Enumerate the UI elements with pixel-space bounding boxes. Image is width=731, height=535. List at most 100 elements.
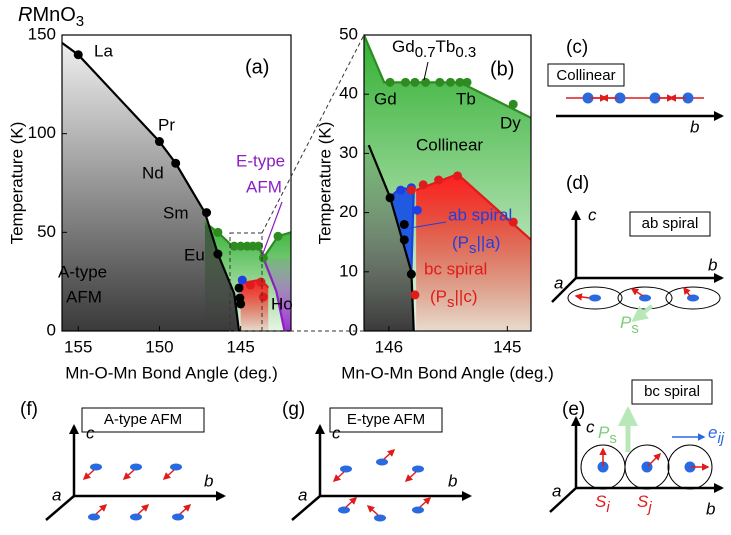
annotation: ab spiral — [448, 205, 512, 224]
spin — [130, 463, 142, 471]
data-point — [445, 77, 455, 87]
spin — [687, 294, 699, 302]
data-point — [213, 227, 223, 237]
orbit — [667, 444, 713, 490]
spin-label: Sj — [637, 492, 652, 515]
chart: 0 50 100 150 155 150 145 Mn-O-Mn Bond Angle (de… — [7, 24, 292, 382]
spin-arrow — [95, 503, 108, 515]
x-axis-label: Mn-O-Mn Bond Angle (deg.) — [341, 363, 554, 382]
spin — [639, 294, 651, 302]
spin — [88, 513, 100, 521]
y-tick-label: 20 — [339, 202, 358, 221]
y-tick-label: 50 — [339, 24, 358, 43]
data-point — [258, 253, 268, 263]
panel-c: (c) Collinear b — [547, 37, 724, 136]
bond-label: eij — [708, 423, 725, 446]
axis — [549, 487, 577, 513]
panel-label: (a) — [245, 56, 269, 78]
spin-arrow — [630, 288, 644, 297]
x-axis-label: Mn-O-Mn Bond Angle (deg.) — [65, 363, 278, 382]
data-point — [154, 137, 164, 147]
data-point — [434, 175, 444, 185]
data-point — [256, 277, 266, 287]
data-point — [73, 50, 83, 60]
annotation: A-type — [58, 262, 107, 281]
title-sub: 3 — [76, 13, 84, 30]
spin-arrow — [404, 471, 417, 483]
annotation: AFM — [246, 177, 282, 196]
comp-sub: 0.7 — [415, 44, 436, 61]
spin — [172, 513, 184, 521]
y-tick-label: 40 — [339, 84, 358, 103]
phase-region — [390, 187, 414, 272]
y-axis-label: Temperature (K) — [315, 122, 334, 245]
x-tick-label: 145 — [493, 337, 521, 356]
annotation: Collinear — [416, 135, 483, 154]
spin — [90, 463, 102, 471]
orbit — [567, 286, 623, 310]
spin-arrow — [647, 452, 662, 467]
orbit — [665, 286, 721, 310]
annotation: Dy — [500, 113, 521, 132]
axis-label: b — [448, 471, 457, 490]
annotation: Tb — [456, 89, 476, 108]
phase-region — [240, 279, 269, 331]
data-point — [412, 205, 422, 215]
title-part: MnO — [32, 4, 75, 26]
axis-label: c — [332, 423, 341, 442]
composition: Gd0.7Tb0.3 — [392, 37, 476, 60]
pol-sub: s — [447, 294, 455, 311]
box-text: E-type AFM — [347, 411, 425, 428]
spin-sub: i — [606, 499, 610, 516]
panel-e: (e) bc spiral c a b Ps eij Si Sj — [549, 379, 725, 518]
x-tick-label: 155 — [64, 337, 92, 356]
panel-f: (f) A-type AFM c a b — [20, 399, 226, 521]
y-tick-label: 0 — [47, 320, 56, 339]
axis-label: c — [588, 205, 597, 224]
annotation: E-type — [236, 151, 285, 170]
annotation: Sm — [163, 203, 189, 222]
spin-arrow — [179, 503, 192, 515]
bond-part: e — [708, 423, 717, 442]
axis-label: a — [52, 485, 61, 504]
orbit — [624, 444, 670, 490]
axis-label: a — [552, 481, 561, 500]
spins — [82, 463, 192, 521]
annotation: Ho — [271, 294, 293, 313]
phase-boundary — [62, 42, 241, 331]
data-point — [258, 292, 268, 302]
data-point — [418, 180, 428, 190]
panel-label: (c) — [566, 37, 588, 58]
annotation: Nd — [142, 163, 164, 182]
data-point — [202, 208, 212, 218]
pol-sub: s — [631, 320, 639, 337]
pointer — [409, 221, 447, 229]
spin — [340, 465, 352, 473]
figure-title: RMnO3 — [18, 4, 84, 30]
data-point — [234, 283, 244, 293]
label-box — [329, 407, 443, 433]
y-tick-label: 150 — [28, 24, 56, 43]
pointer — [261, 201, 283, 257]
x-tick-label: 146 — [375, 337, 403, 356]
panel-label: (b) — [490, 58, 514, 80]
axis-label: a — [298, 485, 307, 504]
title-part: R — [18, 4, 32, 26]
annotation: (Ps||c) — [430, 287, 478, 310]
panel-label: (d) — [566, 173, 589, 194]
data-point — [171, 158, 181, 168]
pol-sub: s — [609, 430, 617, 447]
pol-part: (P — [452, 233, 469, 252]
comp-part: Gd — [392, 37, 415, 56]
y-tick-label: 100 — [28, 123, 56, 142]
data-point — [236, 299, 246, 309]
axis-label: b — [690, 117, 699, 136]
box-text: A-type AFM — [104, 411, 182, 428]
chart: 0 10 20 30 40 50 146 145 Mn-O-Mn Bond Angle (deg… — [315, 24, 553, 382]
pol-part: P — [620, 313, 632, 332]
polarization-arrow — [631, 304, 654, 322]
axis-label: a — [554, 273, 563, 292]
zoom-connector — [261, 34, 365, 234]
